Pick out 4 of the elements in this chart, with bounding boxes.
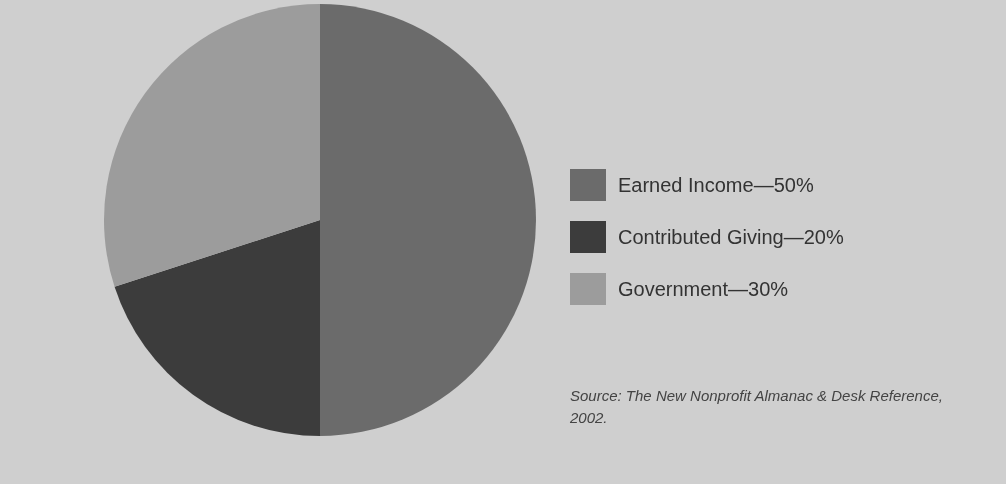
legend-label: Earned Income—50% — [618, 173, 814, 197]
legend-label: Government—30% — [618, 277, 789, 301]
source-note: Source: The New Nonprofit Almanac & Desk Reference, 2002. — [570, 386, 944, 428]
legend-label: Contributed Giving—20% — [618, 225, 844, 249]
